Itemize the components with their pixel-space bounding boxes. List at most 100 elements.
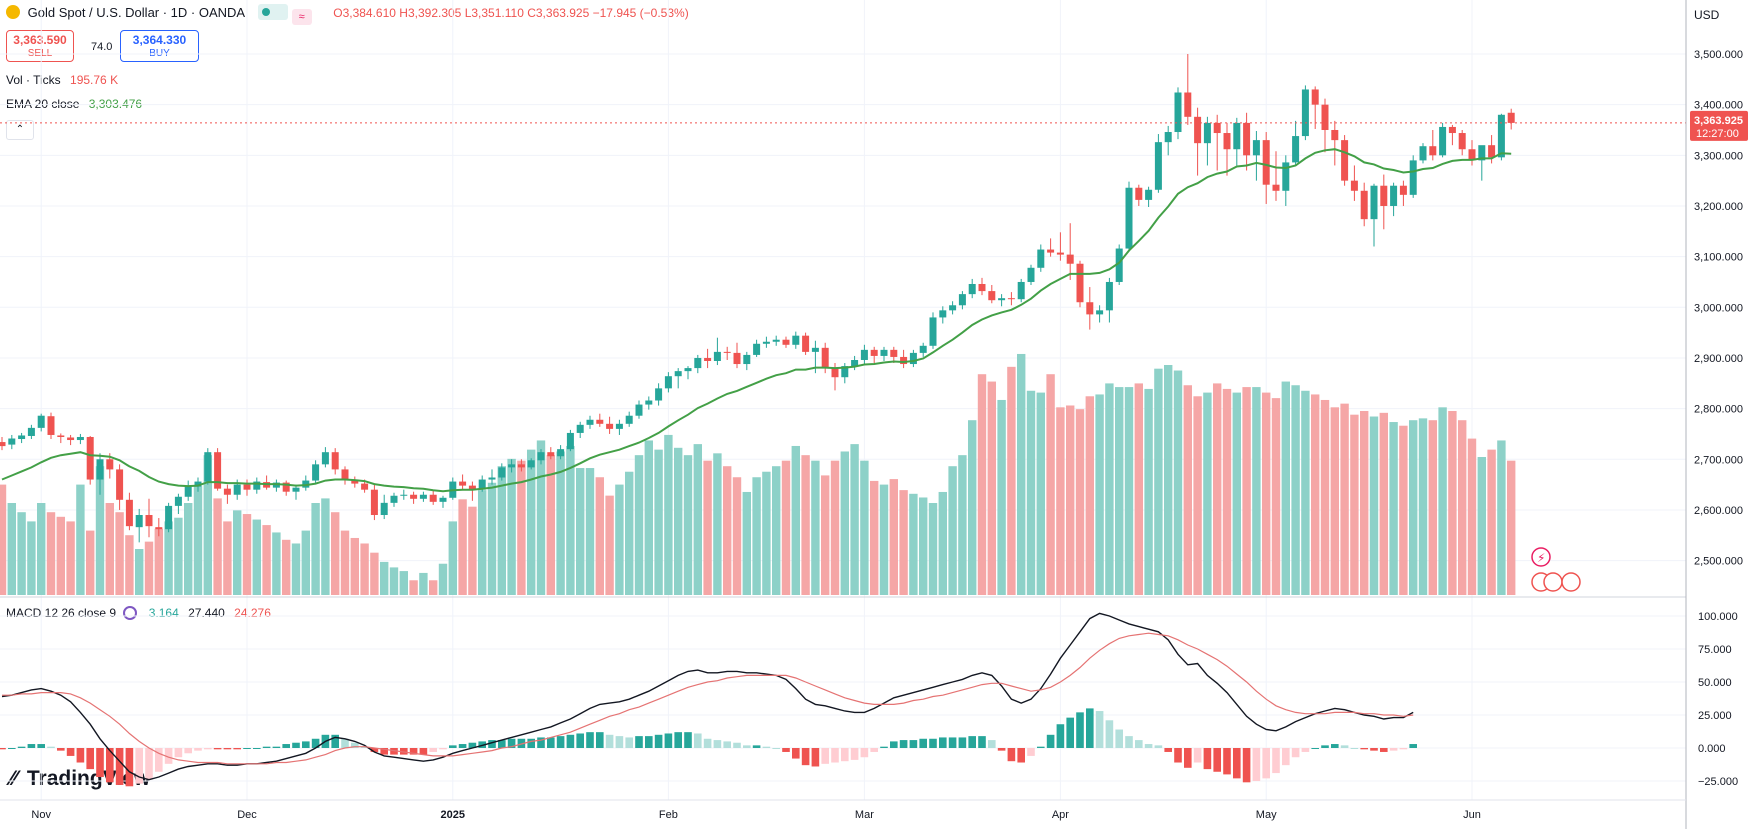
volume-bar — [1301, 390, 1310, 595]
volume-bar — [1487, 449, 1496, 595]
volume-bar — [1007, 366, 1016, 595]
candle-body — [1243, 122, 1251, 156]
candle-body — [929, 317, 937, 346]
time-tick-label: Mar — [855, 809, 874, 821]
tv-logo-icon: ⁄⁄ — [10, 767, 18, 790]
macd-tick-label: 0.000 — [1698, 743, 1726, 755]
grid-lines — [0, 0, 1686, 800]
volume-bar — [154, 528, 163, 595]
symbol-header[interactable]: Gold Spot / U.S. Dollar · 1D · OANDA ≈ O… — [6, 4, 689, 25]
candle-body — [18, 435, 26, 440]
volume-bar — [223, 521, 232, 595]
volume-bar — [56, 516, 65, 595]
candle-body — [655, 388, 663, 401]
macd-hist-bar — [703, 738, 712, 748]
volume-bar — [664, 434, 673, 595]
volume-bar — [448, 521, 457, 595]
spread-value: 74.0 — [91, 41, 113, 53]
macd-hist-bar — [841, 748, 849, 762]
macd-hist-bar — [1037, 746, 1045, 748]
ohlc-change: −17.945 (−0.53%) — [592, 6, 689, 20]
volume-bar — [389, 567, 399, 595]
macd-hist-bar — [194, 748, 202, 751]
volume-label: Vol · Ticks — [6, 73, 61, 87]
macd-hist-bar — [1252, 748, 1261, 781]
candle-body — [8, 438, 16, 445]
macd-hist-bar — [458, 744, 467, 748]
volume-bar — [7, 503, 16, 595]
candle-body — [1007, 298, 1015, 300]
macd-hist-bar — [282, 744, 290, 748]
candle-body — [0, 442, 6, 447]
candle-body — [762, 341, 770, 344]
candle-body — [704, 357, 712, 361]
macd-hist-bar — [1380, 748, 1388, 752]
macd-hist-bar — [47, 746, 55, 748]
time-tick-label: Nov — [31, 809, 51, 821]
macd-tick-label: 50.000 — [1698, 677, 1732, 689]
volume-bar — [958, 455, 967, 595]
price-tick-label: 2,700.000 — [1694, 454, 1743, 466]
macd-hist-bar — [576, 733, 584, 748]
volume-bar — [370, 552, 379, 595]
candle-body — [792, 335, 800, 345]
macd-hist-bar — [1184, 748, 1192, 768]
candle-body — [106, 459, 114, 470]
time-tick-label: Feb — [659, 809, 678, 821]
candle-body — [733, 352, 741, 365]
time-tick-label: Dec — [237, 809, 257, 821]
candle-body — [1174, 92, 1182, 133]
volume-legend[interactable]: Vol · Ticks 195.76 K — [6, 73, 118, 87]
candle-body — [958, 294, 966, 306]
macd-hist-bar — [752, 745, 761, 748]
candle-body — [753, 343, 761, 355]
macd-hist-bar — [880, 746, 888, 748]
macd-hist-bar — [57, 748, 65, 751]
macd-hist-bar — [596, 732, 604, 748]
volume-bar — [184, 503, 193, 595]
volume-bar — [1360, 411, 1369, 595]
macd-hist-bar — [370, 748, 379, 752]
volume-bar — [438, 563, 448, 595]
macd-hist-bar — [223, 748, 232, 750]
volume-bar — [860, 460, 869, 595]
macd-hist-bar — [311, 738, 320, 748]
price-tick-label: 3,500.000 — [1694, 49, 1743, 61]
volume-bar — [1350, 414, 1359, 595]
volume-bar — [478, 490, 487, 595]
macd-histogram — [0, 708, 1417, 787]
volume-bar — [713, 453, 722, 595]
candle-body — [67, 437, 75, 441]
macd-hist-bar — [556, 736, 565, 748]
candle-body — [537, 452, 545, 461]
currency-selector[interactable]: USD — [1694, 8, 1719, 22]
volume-bar — [693, 444, 702, 595]
volume-bar — [1262, 392, 1271, 595]
volume-bar — [1311, 394, 1320, 595]
macd-hist-bar — [968, 736, 976, 748]
macd-hist-bar — [86, 748, 94, 770]
macd-hist-bar — [792, 748, 800, 759]
candle-body — [488, 477, 496, 480]
volume-bar — [1154, 368, 1163, 595]
candle-body — [272, 482, 280, 488]
collapse-legend-button[interactable]: ⌃ — [6, 120, 34, 140]
candle-body — [870, 349, 878, 356]
ema-legend[interactable]: EMA 20 close 3,303.476 — [6, 97, 142, 111]
macd-hist-bar — [782, 748, 790, 752]
candle-body — [1419, 146, 1427, 161]
macd-hist-bar — [664, 733, 673, 748]
volume-bar — [301, 530, 310, 595]
candle-body — [165, 505, 173, 530]
macd-settings-icon[interactable] — [123, 606, 138, 620]
volume-bar — [772, 466, 781, 595]
candle-body — [214, 452, 222, 489]
macd-hist-bar — [1066, 717, 1074, 748]
buy-button[interactable]: 3,364.330 BUY — [120, 30, 199, 62]
candle-body — [341, 469, 349, 480]
candle-body — [557, 449, 565, 457]
volume-bar — [938, 491, 947, 595]
macd-hist-bar — [1144, 744, 1153, 748]
volume-bar — [1173, 370, 1183, 595]
